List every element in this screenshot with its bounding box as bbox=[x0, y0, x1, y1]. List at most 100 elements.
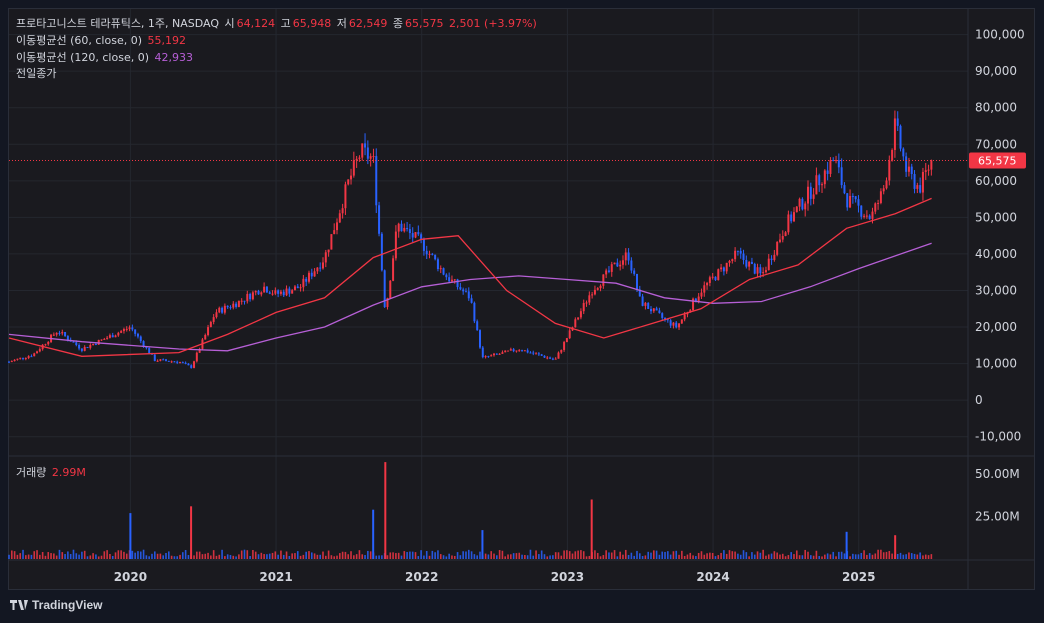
volume-bar bbox=[50, 553, 52, 559]
volume-bar bbox=[451, 555, 453, 559]
volume-bar bbox=[179, 554, 181, 559]
volume-bar bbox=[218, 554, 221, 559]
prev-close-legend[interactable]: 전일종가 bbox=[16, 67, 58, 80]
volume-bar bbox=[411, 551, 414, 559]
candle-body bbox=[823, 170, 826, 185]
candle-body bbox=[784, 232, 787, 236]
volume-bar bbox=[493, 553, 495, 559]
candle-body bbox=[260, 292, 263, 295]
volume-bar bbox=[198, 551, 201, 559]
candle-body bbox=[170, 361, 173, 363]
volume-bar bbox=[773, 551, 776, 559]
volume-bar bbox=[661, 551, 664, 559]
candle-body bbox=[392, 258, 395, 281]
volume-bar bbox=[487, 554, 490, 559]
candle-body bbox=[139, 336, 142, 342]
candle-body bbox=[781, 235, 784, 240]
volume-bar bbox=[336, 555, 338, 559]
volume-bar bbox=[608, 552, 610, 559]
candle-body bbox=[316, 267, 319, 272]
low-label: 저 bbox=[336, 17, 347, 30]
volume-bar bbox=[874, 553, 877, 559]
candle-body bbox=[720, 267, 723, 270]
volume-bar bbox=[557, 552, 560, 559]
volume-bar bbox=[305, 551, 307, 559]
candle-body bbox=[184, 362, 187, 364]
volume-bar bbox=[496, 555, 498, 559]
volume-bar bbox=[512, 553, 515, 559]
candle-body bbox=[913, 174, 916, 189]
volume-bar bbox=[908, 552, 910, 559]
candle-body bbox=[877, 202, 880, 204]
price-tick-label: 50,000 bbox=[975, 210, 1017, 224]
candle-body bbox=[809, 186, 812, 199]
candle-body bbox=[13, 359, 16, 362]
candle-body bbox=[347, 179, 350, 185]
candle-body bbox=[512, 349, 515, 352]
volume-bar bbox=[860, 552, 863, 559]
volume-bar bbox=[829, 554, 832, 559]
ma60-legend[interactable]: 이동평균선 (60, close, 0) 55,192 bbox=[16, 34, 188, 47]
volume-bar bbox=[274, 551, 277, 559]
ma120-legend[interactable]: 이동평균선 (120, close, 0) 42,933 bbox=[16, 51, 195, 64]
tradingview-logo[interactable]: TradingView bbox=[10, 598, 102, 612]
volume-bar bbox=[571, 553, 574, 559]
volume-bar bbox=[173, 556, 176, 559]
candle-body bbox=[408, 229, 411, 234]
candle-body bbox=[888, 160, 891, 181]
candle-body bbox=[235, 303, 238, 307]
candle-body bbox=[807, 186, 810, 204]
volume-bar bbox=[815, 550, 818, 559]
candle-body bbox=[167, 360, 170, 362]
volume-bar bbox=[916, 554, 919, 559]
candle-body bbox=[223, 305, 226, 313]
volume-bar bbox=[871, 554, 874, 559]
candle-body bbox=[868, 215, 871, 219]
volume-bar bbox=[151, 553, 153, 559]
candle-body bbox=[33, 353, 36, 357]
volume-bar bbox=[560, 555, 563, 559]
volume-bar bbox=[403, 551, 406, 559]
candle-body bbox=[251, 292, 254, 300]
volume-bar bbox=[378, 555, 380, 559]
candle-body bbox=[417, 232, 420, 235]
volume-spike bbox=[845, 531, 848, 559]
volume-bar bbox=[423, 555, 425, 559]
candle-body bbox=[78, 344, 81, 349]
volume-bar bbox=[106, 550, 108, 559]
price-tag-box bbox=[969, 152, 1026, 169]
candle-body bbox=[66, 336, 69, 340]
volume-bar bbox=[277, 554, 279, 559]
volume-bar bbox=[310, 552, 313, 559]
candle-body bbox=[644, 302, 647, 306]
candle-body bbox=[664, 317, 667, 320]
volume-legend[interactable]: 거래량 2.99M bbox=[16, 466, 88, 479]
volume-bar bbox=[714, 556, 717, 559]
candle-body bbox=[577, 317, 580, 320]
volume-bar bbox=[697, 552, 700, 559]
candle-body bbox=[389, 280, 392, 299]
candle-body bbox=[319, 267, 322, 269]
candle-body bbox=[473, 302, 476, 322]
candle-body bbox=[748, 261, 751, 267]
volume-bar bbox=[168, 551, 170, 559]
prev-close-label: 전일종가 bbox=[16, 67, 57, 80]
candle-body bbox=[641, 296, 644, 306]
volume-bar bbox=[184, 550, 187, 559]
candle-body bbox=[776, 241, 779, 255]
ma60-label: 이동평균선 (60, close, 0) bbox=[16, 34, 142, 47]
candle-body bbox=[627, 252, 630, 261]
candle-body bbox=[341, 208, 344, 214]
candle-body bbox=[375, 156, 378, 206]
volume-bar bbox=[602, 555, 605, 559]
volume-bar bbox=[745, 552, 748, 559]
volume-bar bbox=[364, 555, 366, 559]
candle-body bbox=[801, 198, 804, 210]
volume-bar bbox=[658, 554, 661, 559]
volume-bar bbox=[465, 551, 467, 559]
volume-bar bbox=[689, 552, 692, 559]
candle-body bbox=[607, 270, 610, 272]
candle-body bbox=[840, 167, 843, 186]
volume-bar bbox=[319, 554, 321, 559]
